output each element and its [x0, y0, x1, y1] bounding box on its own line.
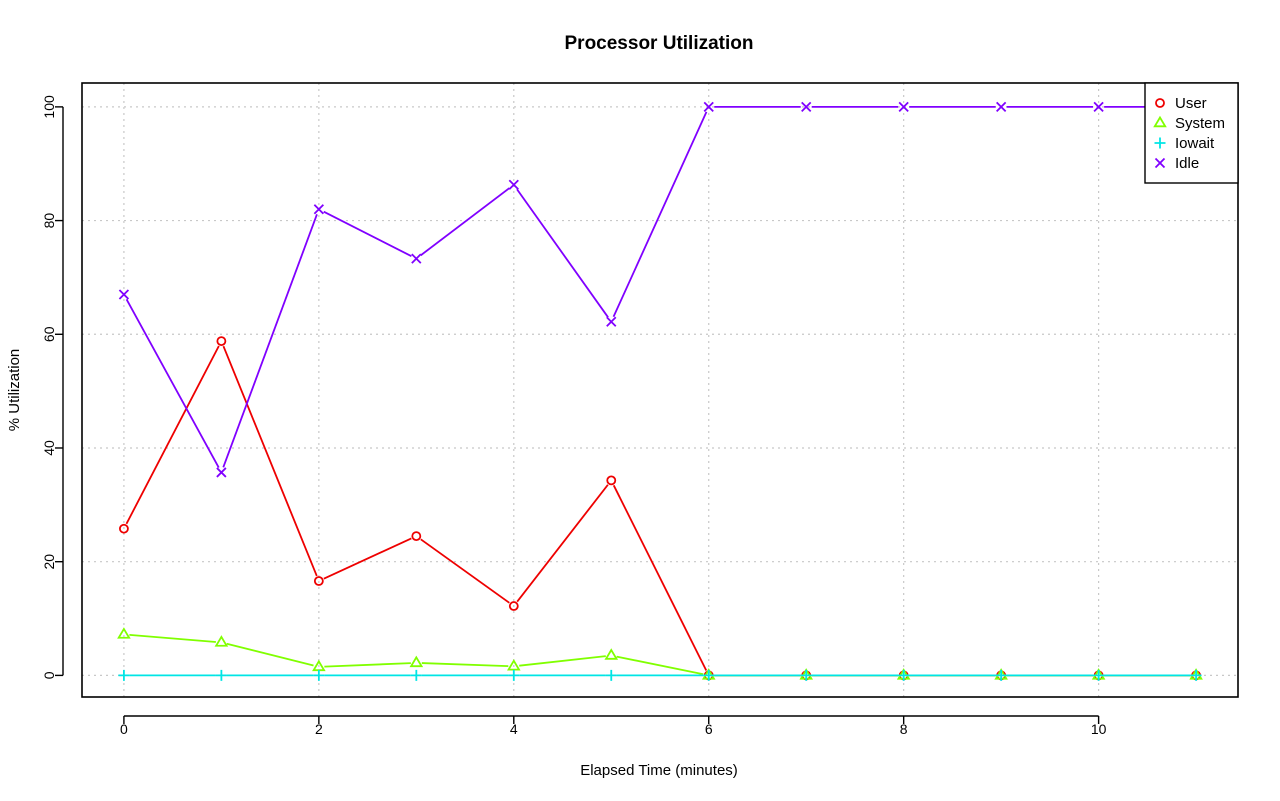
- series-iowait-point: [1190, 669, 1202, 681]
- y-axis-label: % Utilization: [6, 349, 23, 432]
- legend-item-system: System: [1153, 115, 1225, 132]
- legend-label-system: System: [1175, 115, 1225, 132]
- series-iowait-point: [410, 669, 422, 681]
- series-idle: [118, 101, 1202, 478]
- x-tick-label: 8: [900, 721, 908, 737]
- series-idle-point: [898, 101, 909, 113]
- legend: User System Iowait Idle: [1144, 82, 1239, 184]
- series-iowait-point: [703, 669, 715, 681]
- series-idle-point: [508, 179, 519, 190]
- y-tick-label: 80: [41, 213, 57, 229]
- series-layer: [117, 101, 1203, 681]
- series-idle-point: [411, 253, 422, 264]
- y-tick-label: 0: [41, 671, 57, 679]
- series-system-segment: [616, 655, 704, 676]
- y-tick-label: 40: [41, 440, 57, 456]
- series-idle-segment: [612, 111, 708, 318]
- series-idle-point: [118, 289, 130, 300]
- series-idle-point: [606, 316, 617, 327]
- y-tick-label: 20: [41, 554, 57, 570]
- series-user-segment: [516, 484, 609, 603]
- legend-item-iowait: Iowait: [1154, 135, 1215, 152]
- series-idle-segment: [516, 188, 609, 318]
- y-tick-label: 60: [41, 326, 57, 342]
- series-system-segment: [421, 662, 509, 668]
- series-idle-segment: [323, 210, 412, 257]
- series-user-point: [411, 531, 422, 542]
- series-system-point: [506, 659, 521, 671]
- legend-marker-iowait: [1154, 137, 1166, 149]
- legend-marker-user: [1155, 98, 1165, 108]
- series-iowait-point: [508, 669, 520, 681]
- series-system-point: [214, 635, 229, 647]
- series-iowait-point: [605, 669, 617, 681]
- x-tick-label: 4: [510, 721, 518, 737]
- series-user-point: [216, 336, 227, 347]
- legend-marker-idle: [1154, 157, 1166, 169]
- legend-label-iowait: Iowait: [1175, 135, 1215, 152]
- series-user-segment: [323, 537, 412, 580]
- series-user-point: [313, 576, 324, 586]
- series-iowait-point: [800, 669, 812, 681]
- series-iowait-point: [215, 669, 227, 681]
- series-system-segment: [129, 634, 216, 643]
- series-iowait-point: [995, 669, 1007, 681]
- series-idle-point: [313, 204, 324, 215]
- series-system-point: [117, 627, 131, 639]
- series-system-point: [604, 648, 619, 660]
- series-system-segment: [226, 642, 314, 667]
- series-idle-point: [1093, 101, 1104, 113]
- chart-title: Processor Utilization: [565, 33, 754, 54]
- series-user-segment: [420, 538, 510, 604]
- series-user-point: [606, 475, 617, 486]
- series-system-segment: [324, 662, 411, 668]
- series-idle-segment: [125, 298, 220, 469]
- series-user-segment: [222, 345, 318, 577]
- legend-label-idle: Idle: [1175, 155, 1199, 172]
- series-idle-segment: [222, 214, 318, 468]
- x-tick-label: 0: [120, 721, 128, 737]
- legend-item-user: User: [1155, 95, 1207, 112]
- series-idle-point: [801, 101, 812, 113]
- legend-label-user: User: [1175, 95, 1207, 112]
- series-idle-point: [703, 101, 714, 113]
- series-user-point: [508, 601, 519, 611]
- series-user-segment: [612, 484, 708, 671]
- legend-item-idle: Idle: [1154, 155, 1199, 172]
- series-user-point: [119, 523, 129, 534]
- series-system-point: [409, 655, 424, 668]
- plot-frame: [81, 82, 1239, 698]
- series-user-segment: [125, 345, 220, 525]
- series-idle-segment: [420, 187, 510, 257]
- x-tick-label: 10: [1091, 721, 1107, 737]
- series-iowait-point: [118, 669, 130, 681]
- x-axis-label: Elapsed Time (minutes): [580, 762, 738, 779]
- series-iowait-point: [1093, 669, 1105, 681]
- legend-marker-system: [1153, 115, 1167, 128]
- series-system-segment: [519, 655, 606, 667]
- series-idle-point: [996, 101, 1007, 113]
- series-iowait-point: [313, 669, 325, 681]
- series-iowait-point: [898, 669, 910, 681]
- x-tick-label: 2: [315, 721, 323, 737]
- series-iowait: [118, 669, 1202, 681]
- x-tick-label: 6: [705, 721, 713, 737]
- y-tick-label: 100: [41, 95, 57, 119]
- series-idle-point: [216, 467, 227, 478]
